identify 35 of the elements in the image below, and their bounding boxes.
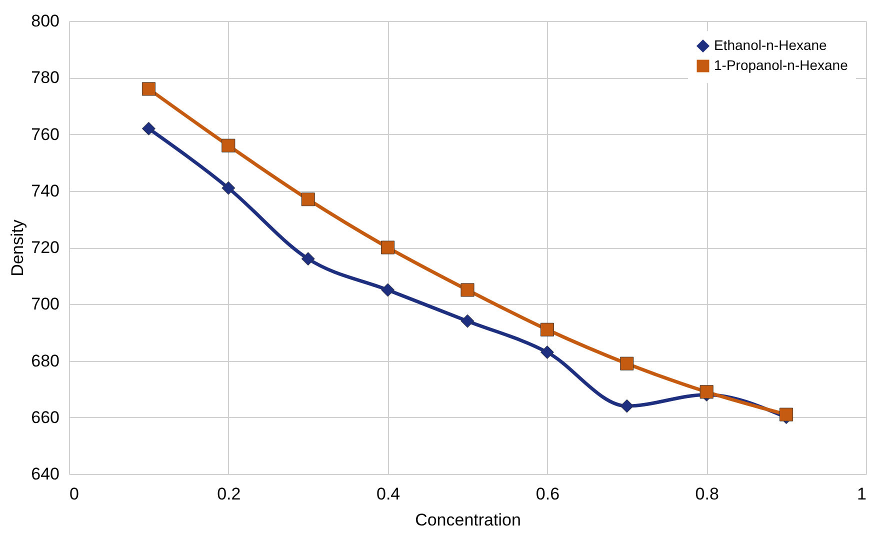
y-tick-label: 700 xyxy=(31,294,60,314)
y-tick-label: 800 xyxy=(31,12,60,30)
point xyxy=(540,345,554,360)
point xyxy=(222,138,236,152)
point xyxy=(780,408,794,422)
x-tick-label: 1 xyxy=(857,484,866,504)
x-tick-label: 0.2 xyxy=(217,484,241,504)
point xyxy=(381,283,395,297)
y-tick-label: 680 xyxy=(31,351,60,370)
point xyxy=(700,385,714,399)
point xyxy=(222,181,236,195)
y-tick-label: 740 xyxy=(31,181,60,200)
legend-label: Ethanol-n-Hexane xyxy=(714,37,828,53)
point xyxy=(460,283,474,297)
point xyxy=(620,399,634,413)
point xyxy=(142,82,156,96)
y-tick-label: 720 xyxy=(31,238,60,257)
y-tick-label: 640 xyxy=(31,464,60,484)
y-axis-title: Density xyxy=(8,219,28,276)
point xyxy=(381,240,395,254)
y-tick-label: 760 xyxy=(31,124,60,144)
point xyxy=(142,122,156,136)
y-tick-label: 780 xyxy=(31,68,60,88)
y-tick-label: 660 xyxy=(31,408,60,427)
legend-label: 1-Propanol-n-Hexane xyxy=(714,57,848,73)
x-tick-label: 0 xyxy=(70,484,79,504)
point xyxy=(620,356,634,370)
x-tick-label: 0.4 xyxy=(376,484,400,504)
point xyxy=(540,322,554,336)
point xyxy=(301,252,315,266)
point xyxy=(301,192,315,206)
x-axis-title: Concentration xyxy=(415,510,521,530)
x-tick-label: 0.6 xyxy=(536,484,560,504)
x-tick-label: 0.8 xyxy=(695,484,719,504)
point xyxy=(460,314,474,328)
